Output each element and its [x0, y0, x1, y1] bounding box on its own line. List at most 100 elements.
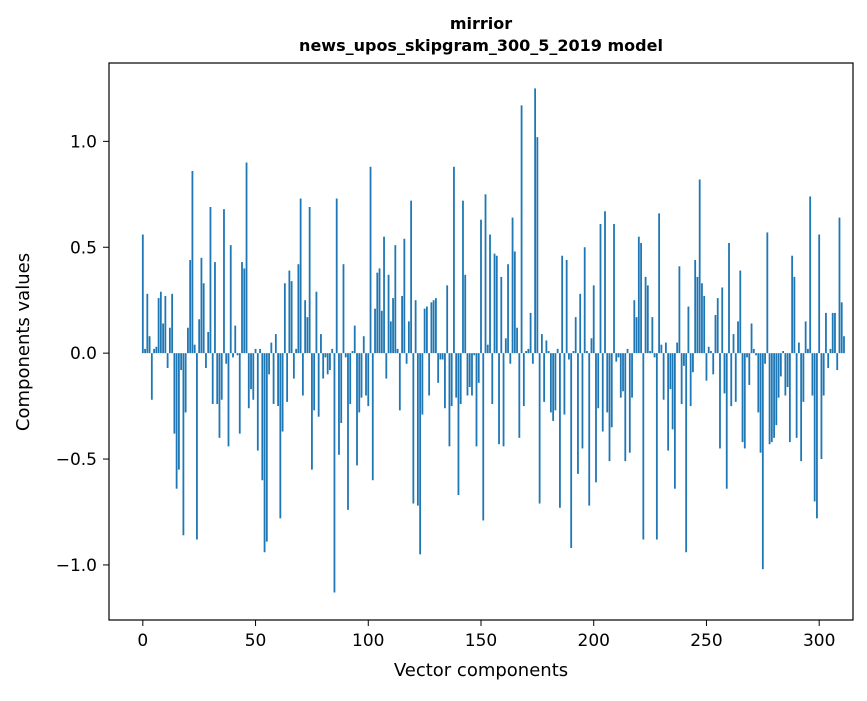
bar: [405, 353, 408, 364]
bar: [536, 137, 539, 354]
bar: [773, 353, 775, 438]
bar: [317, 353, 320, 417]
bar: [669, 353, 672, 390]
bar: [784, 353, 787, 396]
bar: [367, 353, 370, 407]
bar: [205, 353, 207, 368]
bar: [292, 353, 295, 379]
bar: [692, 353, 694, 373]
bar: [198, 319, 201, 354]
bar: [243, 268, 246, 354]
bar: [491, 353, 494, 404]
bar: [786, 353, 789, 388]
bar: [457, 353, 460, 496]
x-tick-label: 100: [352, 631, 384, 651]
bar: [157, 298, 160, 354]
bar: [640, 243, 642, 354]
bar: [683, 353, 685, 366]
bar: [446, 285, 449, 354]
bar: [604, 211, 606, 354]
bar: [209, 207, 212, 354]
bar: [450, 353, 453, 407]
x-tick-label: 50: [245, 631, 267, 651]
bar: [342, 264, 345, 354]
bar: [331, 348, 334, 354]
bar: [662, 353, 665, 400]
bar: [615, 353, 618, 362]
bar: [516, 327, 518, 354]
bar: [475, 353, 478, 447]
bar: [838, 217, 841, 354]
bar: [793, 276, 796, 354]
bar: [610, 353, 613, 428]
bar: [734, 353, 737, 402]
bar: [148, 336, 151, 354]
bar-series: [141, 88, 845, 593]
bar: [347, 353, 349, 510]
bar: [577, 353, 579, 474]
bar: [635, 317, 638, 354]
bar: [279, 353, 282, 519]
bar: [421, 353, 424, 415]
bar: [155, 346, 158, 354]
bar: [448, 353, 451, 447]
bar: [831, 312, 834, 354]
bar: [601, 353, 604, 432]
bar: [525, 351, 527, 354]
bar: [811, 353, 814, 396]
bar: [746, 353, 748, 358]
bar: [180, 353, 183, 371]
bar: [326, 353, 329, 375]
bar: [836, 353, 839, 371]
bar: [236, 353, 239, 356]
bar: [166, 353, 169, 368]
bar: [403, 238, 406, 354]
bar: [597, 353, 600, 409]
bar: [173, 353, 176, 434]
bar: [843, 336, 845, 354]
bar: [428, 353, 431, 396]
plot-frame: [108, 62, 854, 621]
bar: [383, 236, 385, 354]
bar: [416, 353, 419, 506]
bar: [295, 348, 298, 354]
bar: [707, 346, 710, 354]
bar: [696, 276, 699, 354]
bar: [617, 353, 620, 358]
bar: [694, 259, 697, 354]
bar: [227, 353, 230, 447]
bar: [559, 353, 561, 508]
bar: [232, 353, 234, 358]
bar: [644, 276, 647, 354]
bar: [193, 344, 196, 354]
bar: [482, 353, 485, 521]
bar: [732, 334, 735, 354]
bar: [504, 338, 507, 354]
bar: [624, 353, 627, 462]
bar: [241, 262, 243, 354]
bar: [486, 344, 489, 354]
bar: [306, 317, 309, 354]
bar: [816, 353, 818, 519]
bar: [466, 353, 469, 396]
bar: [527, 348, 530, 354]
bar: [592, 285, 595, 354]
bar: [507, 264, 509, 354]
bar: [768, 353, 771, 445]
bar: [254, 348, 257, 354]
bar: [743, 353, 746, 449]
bar: [538, 353, 541, 504]
bar: [804, 321, 807, 354]
bar: [229, 245, 232, 354]
bar: [719, 353, 721, 449]
bar: [159, 291, 162, 354]
bar: [182, 353, 185, 536]
bar: [511, 217, 514, 354]
bar: [168, 327, 171, 354]
bar: [362, 336, 365, 354]
bar: [522, 353, 525, 407]
bar: [252, 353, 255, 400]
bar: [619, 353, 622, 398]
bar: [141, 234, 144, 354]
bar: [356, 353, 358, 466]
